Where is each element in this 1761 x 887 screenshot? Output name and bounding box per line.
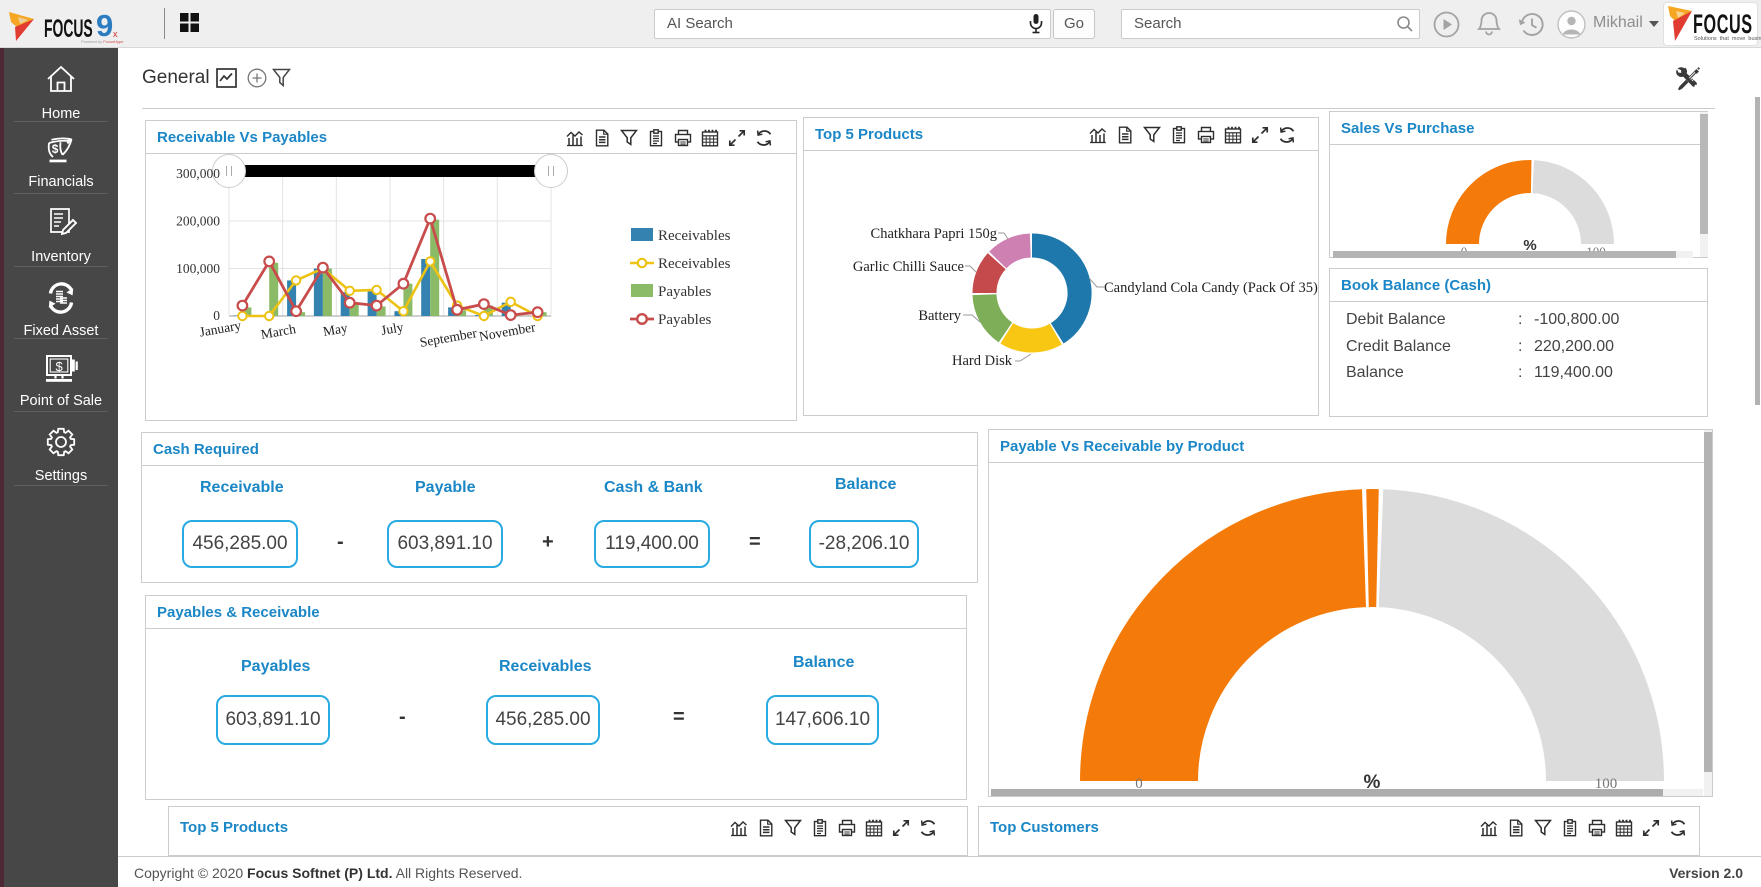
svg-text:100: 100 xyxy=(1595,776,1618,792)
svg-text:%: % xyxy=(1364,772,1381,793)
svg-text:100,000: 100,000 xyxy=(176,261,220,276)
svg-text:%: % xyxy=(1523,237,1536,254)
svg-text:Receivables: Receivables xyxy=(658,256,731,272)
svg-text:Receivables: Receivables xyxy=(658,228,731,244)
svg-text:November: November xyxy=(478,319,537,344)
svg-text:Chatkhara Papri 150g: Chatkhara Papri 150g xyxy=(871,226,997,242)
svg-text:March: March xyxy=(260,321,298,342)
svg-text:200,000: 200,000 xyxy=(176,214,220,229)
svg-text:0: 0 xyxy=(1461,244,1468,257)
svg-text:Candyland Cola Candy (Pack Of: Candyland Cola Candy (Pack Of 35) xyxy=(1104,280,1318,296)
svg-text:Battery: Battery xyxy=(918,308,961,324)
svg-text:300,000: 300,000 xyxy=(176,166,220,181)
svg-text:Hard Disk: Hard Disk xyxy=(952,353,1013,369)
svg-text:0: 0 xyxy=(1135,776,1143,792)
svg-text:July: July xyxy=(380,319,405,338)
svg-text:Payables: Payables xyxy=(658,312,711,328)
svg-text:Garlic Chilli Sauce: Garlic Chilli Sauce xyxy=(853,259,964,275)
svg-text:0: 0 xyxy=(213,308,220,323)
svg-text:$: $ xyxy=(56,359,64,374)
svg-text:January: January xyxy=(198,317,242,339)
svg-text:May: May xyxy=(322,320,349,339)
svg-text:$: $ xyxy=(52,142,59,156)
svg-text:September: September xyxy=(418,325,478,350)
svg-text:Payables: Payables xyxy=(658,284,711,300)
